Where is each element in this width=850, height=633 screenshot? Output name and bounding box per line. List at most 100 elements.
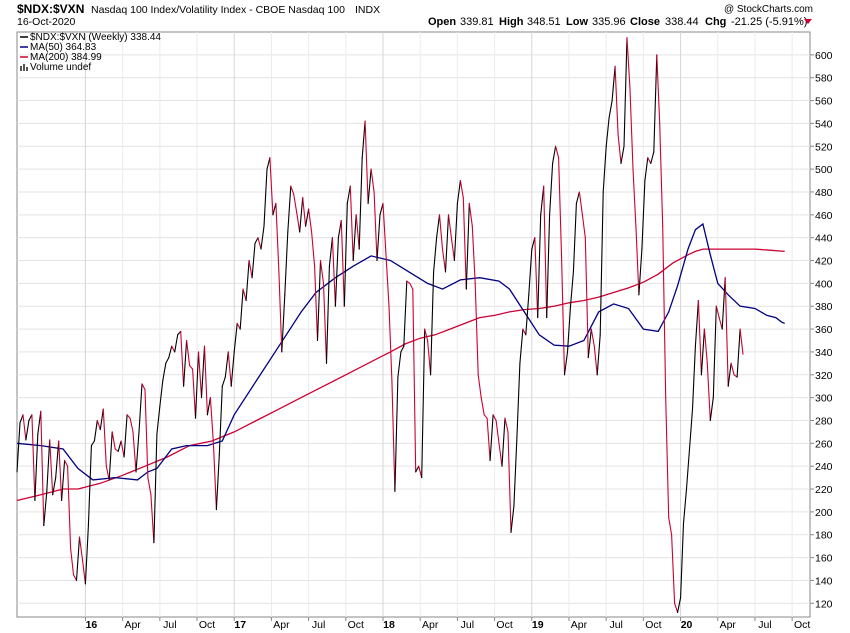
price-segment — [519, 328, 524, 364]
price-segment — [635, 225, 640, 296]
price-segment — [614, 65, 619, 136]
price-segment — [668, 517, 673, 536]
price-segment — [165, 357, 170, 364]
price-segment — [78, 536, 84, 561]
y-tick-label: 440 — [815, 233, 833, 245]
price-segment — [257, 237, 262, 250]
price-segment — [111, 431, 116, 450]
price-segment — [337, 219, 342, 239]
price-segment — [236, 322, 241, 330]
price-segment — [224, 351, 229, 378]
price-segment — [659, 122, 664, 227]
price-segment — [272, 202, 277, 216]
price-segment — [34, 433, 39, 502]
price-segment — [70, 547, 75, 576]
price-segment — [284, 231, 289, 296]
price-segment — [427, 339, 432, 376]
price-segment — [189, 365, 194, 370]
y-axis: 600 580 560 540 520 500 480 460 440 420 400 380 360 3… — [810, 50, 833, 610]
price-segment — [421, 328, 426, 479]
price-segment — [662, 225, 667, 399]
price-segment — [328, 237, 333, 267]
price-segment — [712, 305, 717, 399]
x-tick-label: Apr — [720, 619, 737, 631]
price-segment — [206, 397, 211, 416]
price-segment — [248, 259, 253, 279]
price-segment — [141, 383, 146, 391]
price-segment — [290, 185, 295, 195]
price-segment — [200, 345, 206, 399]
price-segment — [105, 465, 110, 481]
price-segment — [665, 397, 670, 519]
x-tick-label: Oct — [199, 619, 215, 631]
price-segment — [602, 145, 607, 193]
price-segment — [674, 602, 679, 613]
price-segment — [444, 214, 450, 273]
price-segment — [424, 328, 429, 342]
price-segment — [325, 265, 330, 364]
price-segment — [370, 168, 375, 193]
price-segment — [334, 237, 339, 307]
price-segment — [376, 214, 381, 262]
y-tick-label: 480 — [815, 187, 833, 199]
price-segment — [16, 422, 21, 473]
price-segment — [459, 179, 464, 199]
price-segment — [406, 280, 411, 284]
price-segment — [629, 88, 634, 170]
price-segment — [563, 351, 569, 376]
price-segment — [671, 534, 676, 604]
price-segment — [540, 185, 545, 216]
price-segment — [507, 431, 512, 533]
price-segment — [415, 465, 420, 473]
price-segment — [153, 433, 158, 544]
chart-date: 16-Oct-2020 — [17, 16, 76, 28]
price-segment — [135, 431, 140, 473]
ma50-line — [16, 222, 785, 481]
y-tick-label: 220 — [815, 484, 833, 496]
price-segment — [263, 168, 268, 227]
price-segment — [123, 414, 128, 458]
chg-value: -21.25 (-5.91%) — [731, 16, 807, 28]
brand-label: @ StockCharts.com — [724, 4, 813, 15]
price-segment — [168, 345, 173, 359]
price-segment — [677, 597, 682, 613]
price-segment — [194, 351, 200, 419]
y-tick-label: 600 — [815, 50, 833, 62]
price-segment — [492, 414, 497, 422]
price-segment — [736, 328, 741, 378]
x-tick-label: Apr — [273, 619, 290, 631]
y-tick-label: 240 — [815, 461, 833, 473]
price-segment — [75, 536, 81, 581]
price-segment — [504, 417, 509, 433]
chart-description: Nasdaq 100 Index/Volatility Index - CBOE… — [91, 4, 345, 16]
price-segment — [569, 271, 574, 307]
price-segment — [471, 225, 476, 284]
price-segment — [84, 525, 89, 585]
x-tick-label: Jul — [609, 619, 622, 631]
price-segment — [322, 282, 328, 364]
price-segment — [620, 145, 625, 164]
price-segment — [81, 559, 86, 585]
price-segment — [316, 259, 322, 342]
price-segment — [251, 242, 256, 279]
price-segment — [703, 328, 708, 364]
price-segment — [197, 351, 203, 399]
price-segment — [721, 277, 726, 330]
x-tick-label: Jul — [312, 619, 325, 631]
price-segment — [55, 440, 60, 479]
price-segment — [221, 376, 226, 387]
price-segment — [528, 248, 533, 296]
price-segment — [438, 214, 444, 250]
price-segment — [566, 305, 572, 353]
price-segment — [61, 459, 66, 502]
price-segment — [93, 419, 98, 442]
price-segment — [162, 362, 167, 382]
price-segment — [697, 299, 702, 376]
price-segment — [287, 185, 292, 233]
price-segment — [215, 454, 220, 511]
price-segment — [346, 185, 351, 204]
legend: $NDX:$VXN (Weekly) 338.44 MA(50) 364.83 … — [20, 32, 161, 73]
price-segment — [159, 379, 164, 408]
price-segment — [453, 202, 458, 262]
